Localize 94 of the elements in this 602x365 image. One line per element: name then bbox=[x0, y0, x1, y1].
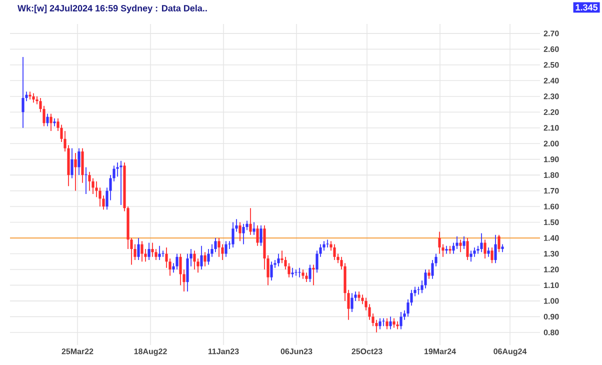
candlestick bbox=[466, 238, 469, 260]
candlestick bbox=[224, 240, 228, 258]
x-tick-label: 25Oct23 bbox=[352, 348, 382, 354]
candlestick bbox=[46, 113, 49, 127]
y-tick-label: 1.60 bbox=[544, 204, 559, 210]
y-tick-label: 1.90 bbox=[544, 156, 559, 162]
candlestick bbox=[459, 239, 462, 253]
candlestick bbox=[438, 231, 441, 254]
y-tick-label: 2.70 bbox=[544, 30, 559, 36]
candlestick bbox=[484, 239, 486, 259]
candlestick bbox=[389, 316, 392, 330]
candlestick bbox=[350, 292, 354, 312]
candlestick bbox=[242, 223, 245, 245]
candlestick bbox=[214, 238, 217, 253]
y-tick-label: 1.10 bbox=[544, 282, 559, 288]
candlestick bbox=[204, 252, 206, 267]
candlestick bbox=[260, 224, 262, 246]
y-tick-label: 1.80 bbox=[544, 172, 559, 178]
text: 1.345 bbox=[576, 4, 598, 11]
candlestick bbox=[490, 246, 494, 264]
candlestick bbox=[494, 234, 497, 264]
candlestick bbox=[358, 291, 360, 302]
candlestick bbox=[487, 246, 490, 258]
y-tick-label: 2.30 bbox=[544, 94, 559, 100]
x-tick-label: 19Mar24 bbox=[424, 348, 456, 354]
candlestick bbox=[50, 113, 52, 132]
x-tick-label: 11Jan23 bbox=[208, 348, 239, 354]
candlestick bbox=[176, 253, 178, 270]
candlestick bbox=[232, 222, 234, 248]
x-tick-label: 18Aug22 bbox=[134, 348, 167, 356]
candlestick bbox=[22, 56, 24, 128]
candlestick bbox=[400, 312, 402, 330]
candlestick bbox=[305, 272, 308, 283]
y-tick-label: 1.50 bbox=[544, 219, 559, 226]
candlestick bbox=[218, 238, 220, 258]
candlestick bbox=[148, 242, 150, 260]
candlestick bbox=[186, 253, 189, 292]
candlestick bbox=[291, 267, 294, 278]
candlestick bbox=[462, 236, 466, 250]
candlestick bbox=[74, 152, 77, 192]
candlestick bbox=[428, 269, 430, 280]
candlestick bbox=[249, 208, 252, 236]
candlestick bbox=[28, 91, 32, 100]
candlestick bbox=[480, 232, 483, 253]
y-tick-label: 2.40 bbox=[544, 78, 559, 84]
candlestick bbox=[386, 318, 388, 330]
y-tick-label: 0.80 bbox=[544, 330, 559, 336]
candlestick bbox=[256, 224, 259, 246]
y-tick-label: 1.20 bbox=[544, 266, 559, 272]
candlestick bbox=[456, 236, 458, 250]
candlestick bbox=[78, 148, 80, 176]
y-tick-label: 1.00 bbox=[544, 298, 559, 304]
y-tick-label: 2.00 bbox=[544, 140, 559, 146]
y-tick-label: 2.20 bbox=[544, 109, 559, 115]
y-tick-label: 1.70 bbox=[544, 188, 559, 194]
y-tick-label: 2.50 bbox=[544, 62, 559, 68]
candlestick bbox=[333, 244, 336, 260]
x-tick-label: 25Mar22 bbox=[62, 348, 94, 354]
candlestick bbox=[424, 269, 427, 289]
candlestick bbox=[120, 160, 122, 206]
candlestick bbox=[32, 92, 35, 104]
candlestick bbox=[158, 245, 161, 260]
candlestick bbox=[378, 318, 382, 330]
candlestick bbox=[326, 239, 329, 248]
candlestick bbox=[396, 320, 399, 330]
candlestick bbox=[151, 242, 154, 258]
candlestick bbox=[302, 269, 304, 280]
y-tick-label: 2.10 bbox=[544, 125, 559, 131]
candlestick bbox=[270, 261, 273, 281]
candlestick bbox=[81, 148, 84, 184]
candlestick bbox=[277, 253, 280, 267]
candlestick bbox=[140, 240, 144, 262]
candlestick bbox=[88, 171, 91, 192]
candlestick bbox=[312, 264, 315, 286]
x-tick-label: 06Jun23 bbox=[280, 348, 312, 354]
y-tick-label: 0.90 bbox=[544, 314, 559, 320]
candlestick bbox=[137, 238, 140, 260]
candlestick bbox=[392, 318, 396, 328]
candlestick bbox=[70, 148, 74, 179]
y-tick-label: 1.30 bbox=[544, 250, 559, 257]
candlestick bbox=[53, 118, 56, 127]
candlestick bbox=[252, 222, 256, 236]
candlestick bbox=[473, 246, 476, 258]
candlestick bbox=[308, 264, 312, 283]
candlestick bbox=[193, 250, 196, 270]
candlestick bbox=[200, 245, 203, 270]
y-tick-label: 1.40 bbox=[544, 235, 559, 241]
candlestick bbox=[207, 248, 210, 266]
candlestick bbox=[470, 250, 472, 262]
y-tick-label: 2.60 bbox=[544, 46, 559, 52]
x-tick-label: 06Aug24 bbox=[494, 348, 527, 356]
candlestick bbox=[238, 222, 242, 242]
candlestick bbox=[498, 234, 500, 253]
chart-title: Wk:[w] 24Jul2024 16:59 Sydney : Data Dela.. bbox=[18, 4, 207, 14]
